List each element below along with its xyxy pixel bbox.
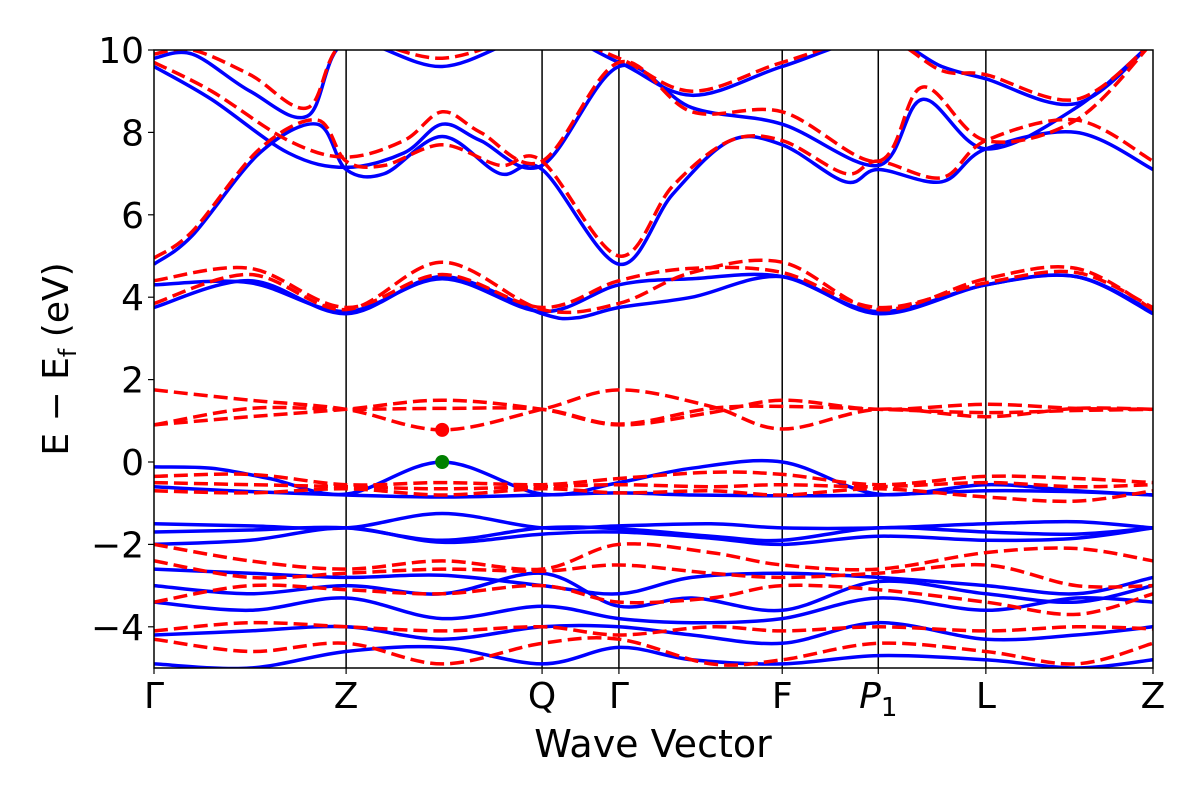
x-tick-label: Q bbox=[528, 676, 556, 717]
band-line-solid bbox=[154, 458, 1153, 497]
x-tick-label: Z bbox=[334, 676, 359, 717]
y-tick-label: 2 bbox=[121, 361, 144, 402]
x-axis-ticks: Γ Z Q Γ F P1 L Z bbox=[144, 668, 1165, 723]
y-axis-title-subscript: f bbox=[54, 348, 82, 357]
band-line-solid bbox=[154, 484, 1153, 499]
band-line-dashed bbox=[154, 583, 1153, 617]
y-tick-label: 10 bbox=[98, 31, 144, 72]
band-line-dashed bbox=[154, 50, 1148, 166]
band-line-solid bbox=[154, 526, 1153, 547]
band-line-solid bbox=[154, 571, 1153, 613]
x-tick-label-main: Γ bbox=[609, 676, 629, 717]
band-line-dashed bbox=[154, 50, 1147, 111]
x-tick-label: Γ bbox=[609, 676, 629, 717]
x-tick-label: P1 bbox=[859, 676, 897, 723]
y-tick-label: 4 bbox=[121, 278, 144, 319]
band-line-solid bbox=[154, 644, 1153, 668]
band-line-dashed bbox=[154, 487, 1153, 504]
band-line-solid bbox=[154, 595, 1153, 625]
x-tick-label-main: Z bbox=[1141, 676, 1166, 717]
x-tick-label-main: P bbox=[859, 676, 881, 717]
y-axis-title-main: E − E bbox=[36, 357, 77, 456]
x-tick-label-main: Z bbox=[334, 676, 359, 717]
band-line-dashed bbox=[154, 542, 1153, 572]
band-line-dashed bbox=[154, 258, 1153, 315]
x-tick-label-main: F bbox=[772, 676, 793, 717]
band-line-solid bbox=[154, 567, 1153, 596]
x-tick-label-subscript: 1 bbox=[881, 693, 898, 723]
band-line-solid bbox=[154, 122, 1153, 266]
x-tick-label: Z bbox=[1141, 676, 1166, 717]
band-line-dashed bbox=[154, 620, 1153, 637]
y-tick-label: 6 bbox=[121, 196, 144, 237]
x-axis-title: Wave Vector bbox=[534, 722, 772, 766]
y-tick-label: −2 bbox=[91, 525, 144, 566]
band-line-dashed bbox=[154, 470, 1153, 487]
x-tick-label-main: Γ bbox=[144, 676, 164, 717]
plot-frame bbox=[153, 49, 1154, 669]
x-tick-label: L bbox=[976, 676, 996, 717]
band-line-solid bbox=[154, 272, 1153, 314]
y-axis-title: E − Ef (eV) bbox=[36, 262, 82, 455]
cbm-marker bbox=[435, 422, 450, 437]
band-series bbox=[154, 50, 1153, 668]
band-line-solid bbox=[154, 50, 1147, 170]
y-axis-title-unit: (eV) bbox=[36, 262, 77, 348]
y-axis-ticks: −4 −2 0 2 4 6 8 10 bbox=[91, 31, 154, 649]
x-tick-label-main: Q bbox=[528, 676, 556, 717]
band-line-dashed bbox=[154, 636, 1153, 667]
band-line-dashed bbox=[154, 404, 1153, 427]
vbm-marker bbox=[435, 455, 450, 469]
band-line-dashed bbox=[154, 480, 1153, 491]
band-line-dashed bbox=[154, 559, 1153, 589]
band-line-dashed bbox=[154, 117, 1153, 260]
band-edge-markers bbox=[435, 422, 450, 469]
band-line-dashed bbox=[154, 265, 1153, 310]
y-tick-label: −4 bbox=[91, 608, 144, 649]
x-tick-label-main: L bbox=[976, 676, 996, 717]
y-tick-label: 8 bbox=[121, 113, 144, 154]
x-tick-label: Γ bbox=[144, 676, 164, 717]
kpoint-lines bbox=[345, 50, 987, 668]
x-tick-label: F bbox=[772, 676, 793, 717]
y-tick-label: 0 bbox=[121, 443, 144, 484]
